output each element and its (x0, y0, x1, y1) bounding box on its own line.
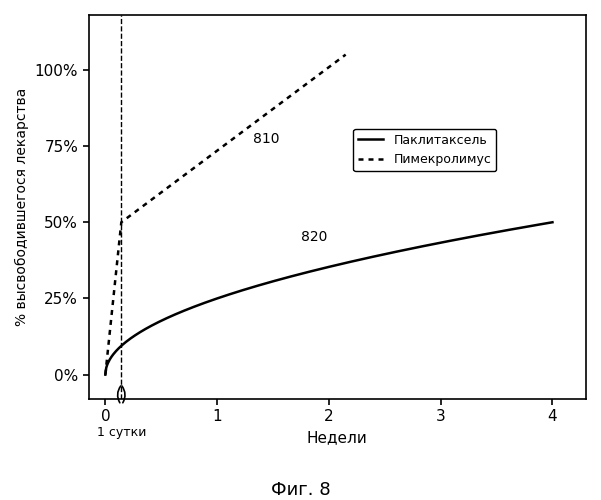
Text: 820: 820 (301, 230, 328, 243)
Пимекролимус (255, 116, 263, 122)
Паклитаксель (317, 266, 324, 272)
Пимекролимус (342, 52, 349, 58)
X-axis label: Недели: Недели (307, 430, 368, 445)
Line: Пимекролимус: Пимекролимус (105, 54, 346, 374)
Паклитаксель (368, 254, 375, 260)
Пимекролимус (102, 372, 109, 378)
Пимекролимус (115, 244, 123, 250)
Text: Фиг. 8: Фиг. 8 (270, 481, 331, 499)
Text: 810: 810 (253, 132, 279, 146)
Пимекролимус (177, 174, 185, 180)
Пимекролимус (331, 60, 338, 66)
Паклитаксель (468, 234, 475, 239)
Паклитаксель (344, 260, 351, 266)
Паклитаксель (538, 221, 545, 227)
Y-axis label: % высвободившегося лекарства: % высвободившегося лекарства (15, 88, 29, 326)
Пимекролимус (174, 177, 182, 183)
Паклитаксель (102, 372, 109, 378)
Line: Паклитаксель: Паклитаксель (105, 222, 552, 374)
Пимекролимус (224, 140, 231, 146)
Паклитаксель (314, 266, 322, 272)
Legend: Паклитаксель, Пимекролимус: Паклитаксель, Пимекролимус (353, 129, 496, 171)
Text: 1 сутки: 1 сутки (97, 426, 146, 440)
Паклитаксель (549, 220, 556, 226)
